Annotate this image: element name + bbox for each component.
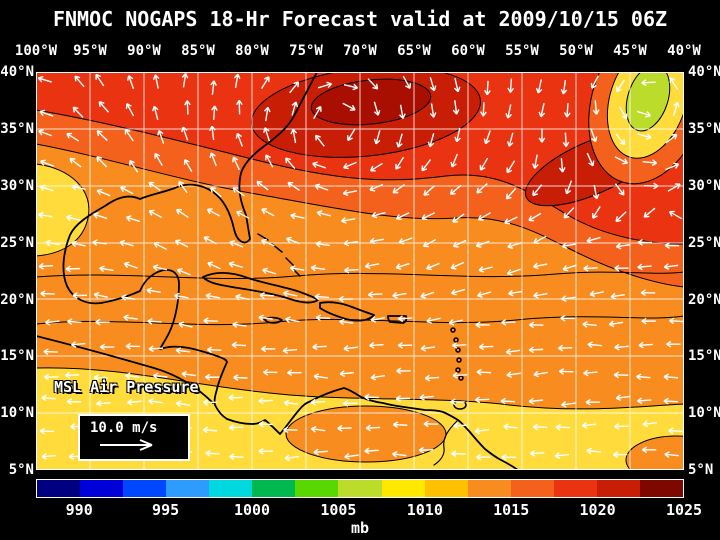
grid-lines <box>36 72 684 470</box>
colorbar-tick-label: 1010 <box>406 501 443 519</box>
colorbar-segments <box>36 479 684 498</box>
lat-tick-label-left: 25°N <box>0 235 34 251</box>
island-cuba <box>202 272 319 304</box>
wind-arrows-layer <box>37 73 684 462</box>
colorbar-unit-label: mb <box>350 519 370 537</box>
colorbar-tick-label: 1000 <box>233 501 271 519</box>
colorbar-segment <box>596 480 640 497</box>
colorbar-segment <box>639 480 683 497</box>
coastlines <box>36 72 519 470</box>
map-panel: MSL Air Pressure 10.0 m/s <box>36 72 684 470</box>
colorbar-segment <box>467 480 511 497</box>
lat-tick-label-right: 10°N <box>688 405 720 421</box>
coast-pacific <box>36 335 214 404</box>
lon-tick-label: 50°W <box>559 43 593 59</box>
lat-tick-label-left: 5°N <box>8 462 34 478</box>
bahamas-islands <box>257 233 301 277</box>
isobar-line-2 <box>36 271 684 280</box>
lon-tick-label: 85°W <box>181 43 215 59</box>
lat-tick-label-left: 40°N <box>0 64 34 80</box>
field-label: MSL Air Pressure <box>54 378 199 396</box>
colorbar-segment <box>381 480 425 497</box>
lat-tick-label-left: 35°N <box>0 121 34 137</box>
lat-tick-label-right: 15°N <box>688 348 720 364</box>
lat-tick-label-right: 35°N <box>688 121 720 137</box>
wind-scale-label: 10.0 m/s <box>90 420 158 436</box>
colorbar-tick-label: 1025 <box>665 501 703 519</box>
island-hispaniola <box>319 301 375 322</box>
colorbar-segment <box>510 480 554 497</box>
orange-patch-south-2 <box>625 435 684 470</box>
low-core-green <box>625 72 671 132</box>
colorbar-segment <box>209 480 253 497</box>
lat-tick-label-left: 30°N <box>0 178 34 194</box>
coast-mainland <box>62 72 519 470</box>
colorbar-segment <box>80 480 124 497</box>
lesser-antilles <box>450 327 464 381</box>
colorbar-tick-label: 1015 <box>493 501 530 519</box>
lat-tick-label-right: 40°N <box>688 64 720 80</box>
lon-tick-label: 60°W <box>451 43 485 59</box>
lon-tick-label: 75°W <box>289 43 323 59</box>
colorbar-tick-label: 990 <box>65 501 93 519</box>
colorbar-segment <box>252 480 296 497</box>
lat-tick-label-right: 25°N <box>688 235 720 251</box>
lon-tick-label: 95°W <box>73 43 107 59</box>
lat-tick-label-right: 5°N <box>688 462 714 478</box>
colorbar-segment <box>553 480 597 497</box>
lat-tick-label-right: 30°N <box>688 178 720 194</box>
lon-tick-label: 45°W <box>613 43 647 59</box>
colorbar-segment <box>166 480 210 497</box>
colorbar-segment <box>123 480 167 497</box>
lon-tick-label: 80°W <box>235 43 269 59</box>
colorbar-segment <box>424 480 468 497</box>
lon-tick-label: 90°W <box>127 43 161 59</box>
wind-scale-arrow-icon <box>100 439 153 451</box>
plot-title: FNMOC NOGAPS 18-Hr Forecast valid at 200… <box>52 7 668 31</box>
island-trinidad <box>453 400 467 410</box>
wind-scale-box: 10.0 m/s <box>78 414 190 461</box>
lon-tick-label: 40°W <box>667 43 701 59</box>
colorbar-tick-label: 1020 <box>579 501 616 519</box>
colorbar-segment <box>295 480 339 497</box>
lat-tick-label-left: 20°N <box>0 292 34 308</box>
lat-tick-label-right: 20°N <box>688 292 720 308</box>
orange-patch-south-1 <box>285 405 447 463</box>
map-svg <box>36 72 684 470</box>
colorbar-tick-label: 995 <box>152 501 180 519</box>
colorbar-segment <box>37 480 81 497</box>
lon-tick-label: 65°W <box>397 43 431 59</box>
map-border <box>36 72 684 470</box>
river-orinoco <box>433 420 458 466</box>
lon-tick-label: 100°W <box>14 43 58 59</box>
lon-tick-label: 70°W <box>343 43 377 59</box>
island-jamaica <box>263 316 283 324</box>
lat-tick-label-left: 15°N <box>0 348 34 364</box>
lon-tick-label: 55°W <box>505 43 539 59</box>
colorbar-tick-label: 1005 <box>320 501 357 519</box>
colorbar-segment <box>338 480 382 497</box>
lat-tick-label-left: 10°N <box>0 405 34 421</box>
